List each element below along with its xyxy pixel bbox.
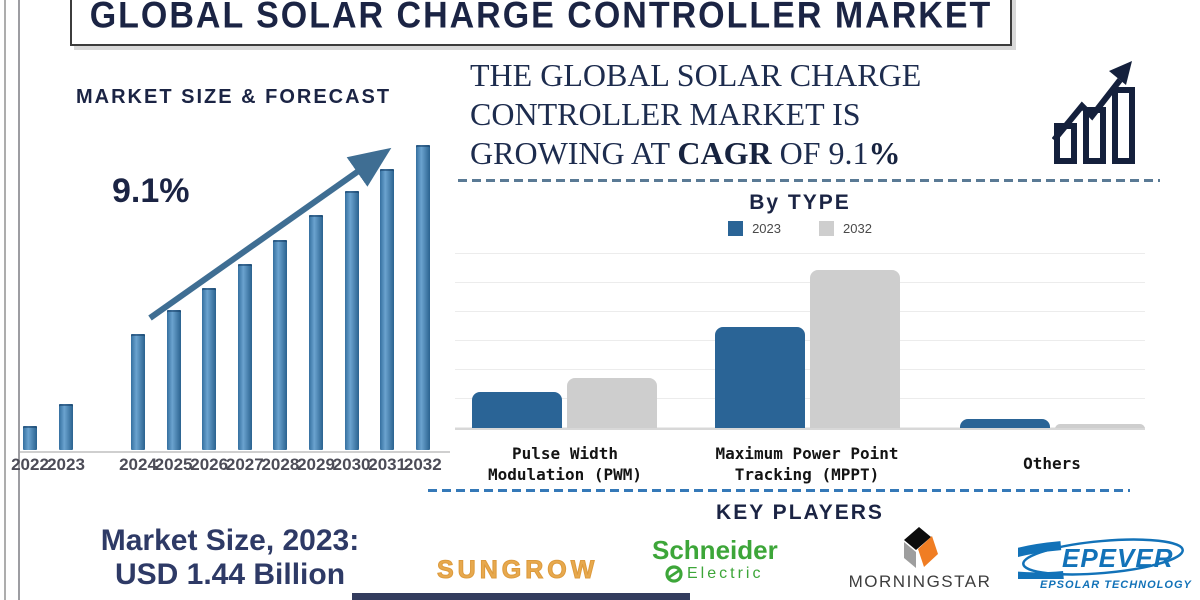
growth-chart-icon: [1052, 61, 1135, 164]
type-bar-2032-2: [1055, 424, 1145, 429]
headline-line1: THE GLOBAL SOLAR CHARGE: [470, 57, 922, 93]
legend-label-2032: 2032: [843, 221, 872, 236]
headline-line3-pre: GROWING AT: [470, 135, 678, 171]
epever-tagline: EPSOLAR TECHNOLOGY: [1040, 579, 1192, 591]
morningstar-name: MORNINGSTAR: [848, 572, 992, 591]
type-category-label-1: Maximum Power Point Tracking (MPPT): [715, 444, 899, 484]
schneider-name: Schneider: [652, 535, 778, 565]
schneider-link-icon: [665, 565, 683, 583]
forecast-bar-2023: [59, 404, 73, 450]
headline-line2: CONTROLLER MARKET IS: [470, 96, 861, 132]
year-label-2030: 2030: [332, 455, 371, 474]
left-chart-axis: [20, 451, 450, 453]
by-type-legend: 2023 2032: [455, 221, 1145, 236]
type-bar-2023-0: [472, 392, 562, 429]
forecast-bar-2022: [23, 426, 37, 450]
legend-item-2032: 2032: [819, 221, 872, 236]
forecast-bar-2029: [309, 215, 323, 450]
headline-text: THE GLOBAL SOLAR CHARGE CONTROLLER MARKE…: [470, 56, 990, 173]
type-bar-2032-1: [810, 270, 900, 429]
legend-label-2023: 2023: [752, 221, 781, 236]
epever-logo: EPEVER: [1018, 535, 1188, 579]
forecast-bar-2026: [202, 288, 217, 450]
type-bar-2023-2: [960, 419, 1050, 429]
frame-line-inner: [18, 0, 20, 600]
forecast-bar-2025: [166, 310, 181, 450]
bottom-accent-bar: [352, 593, 690, 600]
year-label-2026: 2026: [190, 455, 229, 474]
sungrow-logo: SUNGROW: [436, 556, 599, 585]
epever-name: EPEVER: [1062, 543, 1174, 573]
schneider-electric-label: Electric: [687, 565, 764, 582]
type-bar-2032-0: [567, 378, 657, 429]
year-label-2027: 2027: [225, 455, 264, 474]
dashed-separator-bottom: [428, 489, 1130, 492]
headline-pct: %: [868, 135, 901, 171]
legend-swatch-2032: [819, 221, 834, 236]
type-bar-2023-1: [715, 327, 805, 429]
year-label-2024: 2024: [119, 455, 157, 474]
type-category-label-0: Pulse Width Modulation (PWM): [487, 444, 643, 484]
forecast-bar-2027: [237, 264, 252, 450]
year-label-2028: 2028: [261, 455, 300, 474]
headline-cagr: CAGR: [677, 135, 772, 171]
type-category-label-2: Others: [1023, 454, 1081, 473]
year-label-2031: 2031: [368, 455, 407, 474]
year-label-2023: 2023: [47, 455, 85, 474]
forecast-bar-2031: [380, 169, 395, 450]
left-chart-title: MARKET SIZE & FORECAST: [76, 86, 392, 108]
year-label-2032: 2032: [403, 455, 442, 474]
year-label-2022: 2022: [11, 455, 49, 474]
market-size-callout: Market Size, 2023: USD 1.44 Billion: [40, 524, 420, 592]
title-banner: GLOBAL SOLAR CHARGE CONTROLLER MARKET: [70, 0, 1012, 46]
by-type-heading: By TYPE: [749, 191, 851, 214]
market-size-line1: Market Size, 2023:: [100, 524, 360, 557]
key-players-heading: KEY PLAYERS: [716, 501, 884, 524]
morningstar-cube-icon: [904, 527, 938, 568]
epever-swoosh-icon: [1018, 538, 1184, 579]
by-type-axis: [455, 428, 1145, 430]
year-label-2025: 2025: [154, 455, 193, 474]
forecast-bar-2028: [273, 240, 288, 450]
legend-swatch-2023: [728, 221, 744, 236]
forecast-bar-2030: [344, 191, 359, 450]
schneider-logo: Schneider Electric: [652, 537, 792, 584]
forecast-bar-2024: [131, 334, 145, 450]
legend-item-2023: 2023: [728, 221, 781, 236]
forecast-bar-2032: [415, 145, 430, 450]
cagr-label: 9.1%: [112, 172, 190, 210]
market-size-line2: USD 1.44 Billion: [114, 558, 346, 591]
frame-line-outer: [4, 0, 6, 600]
headline-line3-mid: OF 9.1: [771, 135, 869, 171]
year-label-2029: 2029: [297, 455, 335, 474]
page-title: GLOBAL SOLAR CHARGE CONTROLLER MARKET: [89, 0, 993, 37]
dashed-separator-top: [458, 179, 1160, 182]
